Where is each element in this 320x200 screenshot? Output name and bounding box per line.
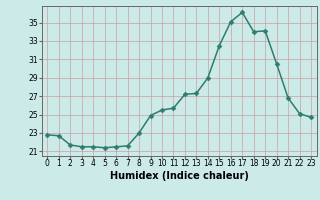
X-axis label: Humidex (Indice chaleur): Humidex (Indice chaleur) [110, 171, 249, 181]
